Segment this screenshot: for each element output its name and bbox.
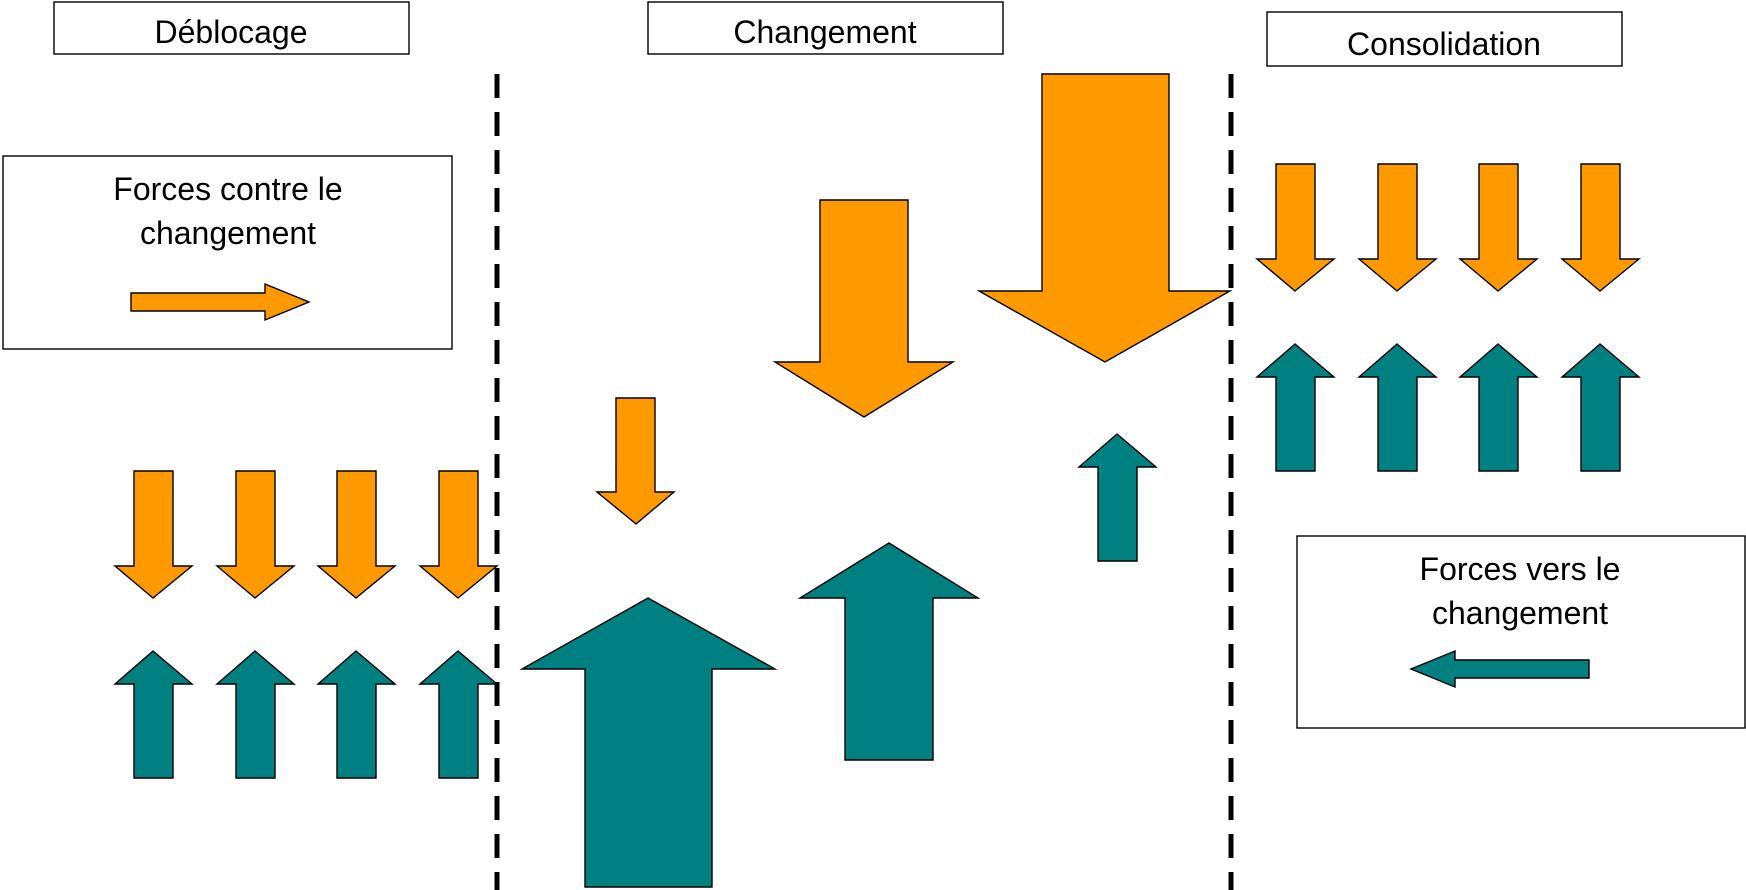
down-arrow-icon xyxy=(976,73,1233,363)
down-arrow-icon xyxy=(215,470,296,599)
phase-header-refreeze: Consolidation xyxy=(1266,11,1623,67)
up-arrow-icon xyxy=(1255,343,1336,472)
up-arrow-icon xyxy=(1357,343,1438,472)
down-arrow-icon xyxy=(316,470,397,599)
up-arrow-icon xyxy=(1458,343,1539,472)
down-arrow-icon xyxy=(1255,163,1336,292)
phase-header-unfreeze: Déblocage xyxy=(53,1,410,55)
unfreeze-forces xyxy=(113,470,499,779)
down-arrow-icon xyxy=(1560,163,1641,292)
legend-forces-toward: Forces vers le changement xyxy=(1296,535,1746,729)
legend-toward-line1: Forces vers le xyxy=(1420,551,1621,587)
phase-label-unfreeze: Déblocage xyxy=(155,14,308,50)
refreeze-forces xyxy=(1255,163,1641,472)
up-arrow-icon xyxy=(519,597,778,888)
legend-right-arrow-icon xyxy=(130,282,311,322)
up-arrow-icon xyxy=(215,650,296,779)
up-arrow-icon xyxy=(316,650,397,779)
down-arrow-icon xyxy=(1458,163,1539,292)
up-arrow-icon xyxy=(797,542,981,761)
legend-against-line1: Forces contre le xyxy=(113,171,342,207)
down-arrow-icon xyxy=(772,199,956,418)
legend-against-line2: changement xyxy=(140,215,316,251)
legend-toward-line2: changement xyxy=(1432,595,1608,631)
legend-left-arrow-icon xyxy=(1409,649,1590,689)
up-arrow-icon xyxy=(113,650,194,779)
down-arrow-icon xyxy=(418,470,499,599)
up-arrow-icon xyxy=(1077,433,1158,562)
phase-label-refreeze: Consolidation xyxy=(1347,26,1541,62)
legend-forces-against: Forces contre le changement xyxy=(2,155,453,350)
up-arrow-icon xyxy=(1560,343,1641,472)
phase-header-change: Changement xyxy=(647,1,1004,55)
down-arrow-icon xyxy=(595,397,676,525)
phase-label-change: Changement xyxy=(733,14,916,50)
down-arrow-icon xyxy=(113,470,194,599)
change-forces xyxy=(519,73,1233,888)
down-arrow-icon xyxy=(1357,163,1438,292)
up-arrow-icon xyxy=(418,650,499,779)
